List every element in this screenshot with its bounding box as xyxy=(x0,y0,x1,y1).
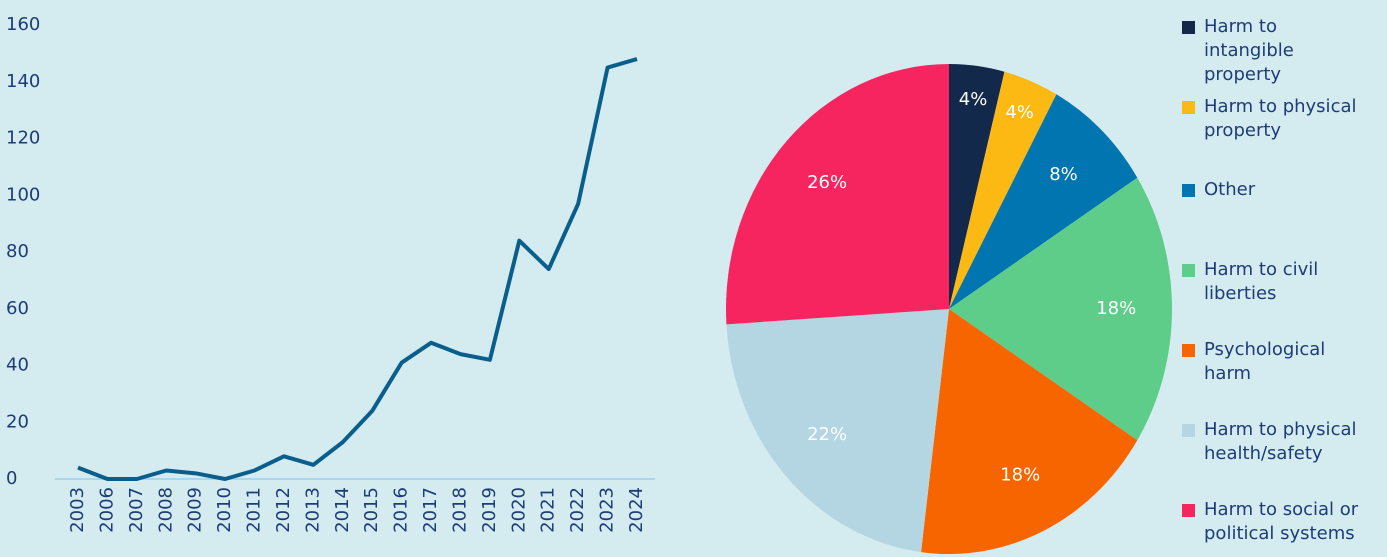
legend-swatch xyxy=(1182,21,1195,34)
legend-label: Harm to civil liberties xyxy=(1204,259,1319,304)
legend-swatch xyxy=(1182,504,1195,517)
pie-slice xyxy=(949,94,1138,309)
x-tick-label: 2003 xyxy=(67,487,88,533)
pie-label: 26% xyxy=(807,172,847,193)
legend-label: Psychological harm xyxy=(1204,339,1326,384)
legend-swatch xyxy=(1182,424,1195,437)
x-tick-label: 2010 xyxy=(214,487,235,533)
y-tick-label: 100 xyxy=(6,184,40,205)
y-tick-label: 140 xyxy=(6,71,40,92)
x-tick-label: 2023 xyxy=(597,487,618,533)
x-tick-label: 2006 xyxy=(96,487,117,533)
pie-label: 18% xyxy=(1000,464,1040,485)
x-tick-label: 2012 xyxy=(273,487,294,533)
pie-label: 22% xyxy=(807,424,847,445)
y-tick-label: 80 xyxy=(6,241,29,262)
legend-swatch xyxy=(1182,101,1195,114)
pie-slice xyxy=(921,309,1138,555)
pie-slice xyxy=(726,309,949,553)
legend-item: Psychological harm xyxy=(1178,338,1368,386)
x-tick-label: 2015 xyxy=(361,487,382,533)
x-tick-label: 2022 xyxy=(567,487,588,533)
legend-label: Harm to physical health/safety xyxy=(1204,419,1357,464)
x-tick-label: 2019 xyxy=(479,487,500,533)
y-tick-label: 160 xyxy=(6,14,40,35)
pie-slice xyxy=(726,64,949,325)
legend-item: Harm to civil liberties xyxy=(1178,258,1368,306)
legend-label: Harm to social or political systems xyxy=(1204,499,1359,544)
x-tick-label: 2021 xyxy=(538,487,559,533)
legend-item: Harm to social or political systems xyxy=(1178,498,1368,546)
legend-item: Harm to intangible property xyxy=(1178,15,1368,87)
x-tick-label: 2024 xyxy=(626,487,647,533)
x-tick-label: 2018 xyxy=(449,487,470,533)
x-tick-label: 2008 xyxy=(155,487,176,533)
x-tick-label: 2011 xyxy=(244,487,265,533)
line-series xyxy=(77,57,638,481)
legend-swatch xyxy=(1182,184,1195,197)
y-tick-label: 0 xyxy=(6,468,17,489)
pie-label: 18% xyxy=(1096,298,1136,319)
x-tick-label: 2016 xyxy=(391,487,412,533)
pie-label: 4% xyxy=(1005,102,1034,123)
x-tick-label: 2009 xyxy=(185,487,206,533)
x-tick-label: 2013 xyxy=(302,487,323,533)
y-tick-label: 120 xyxy=(6,128,40,149)
pie-slice xyxy=(949,71,1057,309)
legend-label: Harm to intangible property xyxy=(1204,16,1294,85)
x-tick-label: 2014 xyxy=(332,487,353,533)
pie-label: 4% xyxy=(959,89,988,110)
legend-label: Harm to physical property xyxy=(1204,96,1357,141)
x-tick-label: 2020 xyxy=(508,487,529,533)
legend-swatch xyxy=(1182,344,1195,357)
x-tick-label: 2007 xyxy=(126,487,147,533)
legend-item: Harm to physical health/safety xyxy=(1178,418,1368,466)
legend-item: Harm to physical property xyxy=(1178,95,1368,143)
legend-label: Other xyxy=(1204,179,1256,200)
y-tick-label: 20 xyxy=(6,411,29,432)
pie-slice xyxy=(949,177,1173,441)
y-tick-label: 40 xyxy=(6,355,29,376)
pie-label: 8% xyxy=(1049,164,1078,185)
x-tick-label: 2017 xyxy=(420,487,441,533)
y-tick-label: 60 xyxy=(6,298,29,319)
pie-slice xyxy=(949,64,1005,309)
legend-item: Other xyxy=(1178,178,1368,202)
legend-swatch xyxy=(1182,264,1195,277)
